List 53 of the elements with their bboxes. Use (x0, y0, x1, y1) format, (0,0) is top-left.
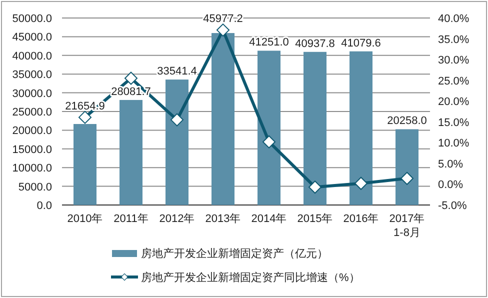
y-tick-label: 50000.0 (12, 13, 52, 25)
point (170, 113, 184, 126)
y-tick-label: 40000.0 (12, 50, 52, 62)
bar (212, 33, 234, 205)
y-tick-label: 25000.0 (12, 106, 52, 118)
data-label: 45977.2 (203, 13, 243, 26)
y2-tick-label: 40.0% (438, 13, 470, 25)
y-tick-label: 5000.0 (18, 181, 52, 194)
bar (304, 52, 326, 205)
x-tick-label: 2013年 (205, 213, 241, 225)
legend-label: 房地产开发企业新增固定资产（亿元） (141, 247, 328, 260)
y2-tick-label: 5.0% (438, 158, 464, 170)
point (308, 180, 322, 194)
x-tick-label: 2015年 (297, 213, 333, 225)
point (262, 135, 276, 148)
y-tick-label: 45000.0 (12, 32, 52, 44)
data-label: 20258.0 (387, 115, 427, 128)
bar (166, 80, 188, 205)
x-tick-label: 2017年 1-8月 (389, 213, 425, 239)
bar (258, 50, 280, 205)
y-tick-label: 0.0 (36, 200, 52, 212)
y-tick-label: 15000.0 (12, 144, 52, 156)
point (124, 72, 138, 85)
y-tick-label: 10000.0 (12, 162, 52, 175)
x-tick-label: 2016年 (343, 213, 379, 225)
y2-tick-label: 25.0% (438, 75, 470, 88)
y2-tick-label: 15.0% (438, 116, 470, 129)
bar (350, 51, 372, 205)
data-label: 41079.6 (341, 37, 381, 50)
y2-tick-label: 0.0% (438, 179, 464, 192)
x-tick-label: 2010年 (67, 213, 103, 225)
point (354, 176, 368, 190)
x-tick-label: 2014年 (251, 213, 287, 225)
point (78, 110, 92, 124)
data-label: 41251.0 (249, 36, 289, 49)
data-label: 40937.8 (295, 38, 335, 50)
point (400, 172, 414, 185)
y-tick-label: 30000.0 (12, 88, 52, 100)
y2-tick-label: 30.0% (438, 54, 470, 67)
bar (120, 100, 142, 205)
x-tick-label: 2011年 (114, 213, 148, 225)
point (216, 24, 230, 37)
y2-tick-label: 10.0% (438, 138, 470, 150)
y-tick-label: 20000.0 (12, 125, 52, 138)
bar (74, 124, 96, 205)
y2-tick-label: 20.0% (438, 96, 470, 108)
bar (396, 129, 418, 205)
y-tick-label: 35000.0 (12, 69, 52, 82)
y2-tick-label: 35.0% (438, 34, 470, 46)
y2-tick-label: -5.0% (438, 200, 467, 212)
data-label: 33541.4 (157, 66, 197, 78)
legend-label: 房地产开发企业新增固定资产同比增速（%） (141, 271, 360, 284)
x-tick-label: 2012年 (159, 213, 195, 225)
